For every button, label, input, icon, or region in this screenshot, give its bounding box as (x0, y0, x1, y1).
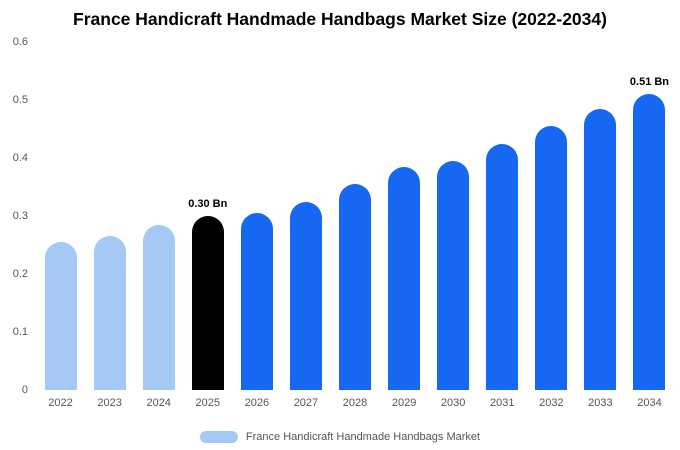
y-tick-label-0.4: 0.4 (12, 152, 28, 164)
bar-2023[interactable] (93, 236, 126, 390)
bar-column-2025: 0.30 Bn (183, 42, 232, 390)
y-tick-label-0.2: 0.2 (12, 268, 28, 280)
bars: 0.30 Bn 0.51 Bn (36, 42, 674, 390)
bar-column-2022 (36, 42, 85, 390)
x-tick-label-2027: 2027 (293, 397, 319, 409)
bar-column-2030 (429, 42, 478, 390)
bar-column-2026 (232, 42, 281, 390)
x-tick-label-2031: 2031 (490, 397, 515, 409)
bar-2029[interactable] (388, 166, 421, 390)
x-tick-label-2022: 2022 (48, 397, 73, 409)
bar-2031[interactable] (486, 143, 519, 390)
bar-column-2031 (478, 42, 527, 390)
bar-2026[interactable] (240, 213, 273, 390)
bar-column-2033 (576, 42, 625, 390)
y-tick-label-0.1: 0.1 (12, 326, 28, 338)
legend-label: France Handicraft Handmade Handbags Mark… (245, 431, 481, 443)
y-tick-label-0.5: 0.5 (12, 94, 28, 106)
bar-2025[interactable] (191, 216, 224, 390)
x-tick-label-2033: 2033 (588, 397, 613, 409)
bar-2033[interactable] (584, 108, 617, 390)
bar-2024[interactable] (142, 224, 175, 390)
y-tick-label-0.6: 0.6 (12, 36, 28, 48)
x-tick-label-2029: 2029 (391, 397, 417, 409)
bar-value-label-2025: 0.30 Bn (188, 198, 228, 210)
bar-column-2032 (527, 42, 576, 390)
x-axis: 2022 2023 2024 2025 2026 2027 2028 2029 2030 2031… (36, 397, 674, 409)
x-tick-label-2023: 2023 (97, 397, 122, 409)
bar-2032[interactable] (535, 126, 568, 390)
bar-column-2034: 0.51 Bn (625, 42, 674, 390)
x-tick-label-2024: 2024 (146, 397, 171, 409)
bar-column-2028 (330, 42, 379, 390)
bar-2028[interactable] (339, 184, 371, 390)
legend-swatch (199, 431, 238, 443)
bar-2034[interactable] (633, 94, 666, 390)
x-tick-label-2034: 2034 (637, 397, 662, 409)
x-tick-label-2028: 2028 (342, 397, 368, 409)
bar-column-2029 (380, 42, 429, 390)
y-tick-label-0.3: 0.3 (12, 210, 28, 222)
bar-2030[interactable] (437, 160, 470, 390)
y-tick-label-0: 0 (21, 384, 28, 396)
legend: France Handicraft Handmade Handbags Mark… (0, 431, 680, 443)
bar-column-2024 (134, 42, 183, 390)
bar-column-2027 (281, 42, 330, 390)
bar-value-label-2034: 0.51 Bn (629, 76, 670, 89)
plot-area: 0.30 Bn 0.51 Bn (36, 42, 674, 390)
bar-2022[interactable] (44, 242, 77, 390)
bar-column-2023 (85, 42, 134, 390)
y-axis: 0 0.1 0.2 0.3 0.4 0.5 0.6 (0, 36, 30, 396)
x-tick-label-2030: 2030 (440, 397, 466, 409)
x-tick-label-2032: 2032 (539, 397, 564, 409)
bar-2027[interactable] (289, 201, 322, 390)
chart-title: France Handicraft Handmade Handbags Mark… (73, 9, 607, 29)
x-tick-label-2026: 2026 (244, 397, 270, 409)
x-tick-label-2025: 2025 (195, 397, 221, 409)
